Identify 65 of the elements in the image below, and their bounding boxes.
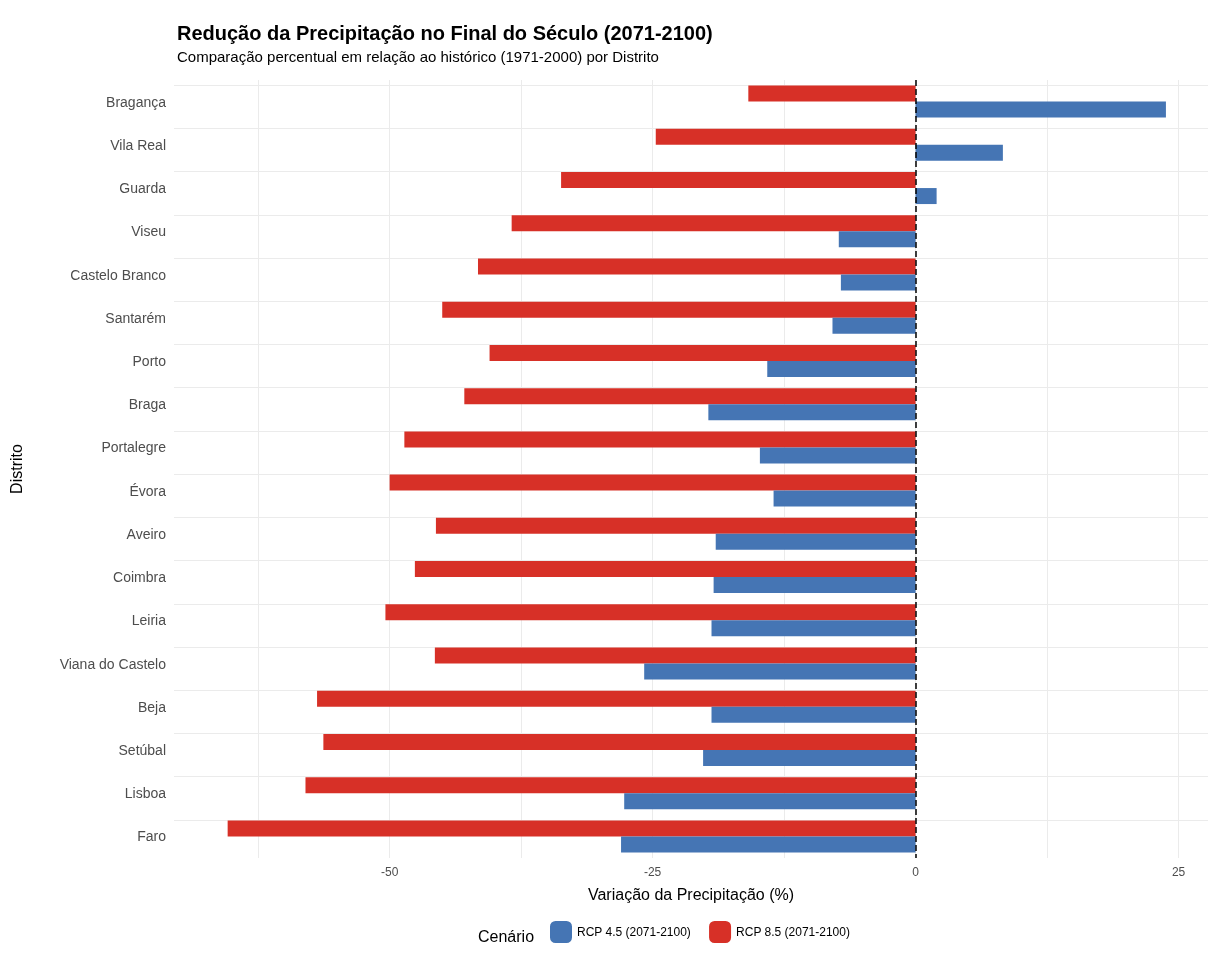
bar [511, 215, 916, 232]
y-tick-label: Coimbra [113, 569, 167, 586]
y-tick-label: Castelo Branco [70, 266, 167, 283]
bar [434, 647, 916, 664]
bar [711, 620, 916, 637]
legend-label: RCP 8.5 (2071-2100) [736, 925, 850, 939]
bar [621, 836, 916, 853]
bar [464, 388, 916, 405]
bar [655, 128, 916, 145]
bar [708, 404, 916, 421]
bar [305, 777, 916, 794]
bar [773, 490, 916, 507]
bar [703, 749, 916, 766]
bar [389, 474, 916, 491]
bar [489, 344, 916, 361]
bar [644, 663, 916, 680]
y-tick-label: Santarém [105, 309, 166, 326]
bar [759, 447, 916, 464]
bar [767, 360, 916, 377]
y-tick-label: Guarda [119, 180, 167, 197]
bar [748, 85, 916, 102]
bar [838, 231, 916, 248]
bar [713, 577, 916, 594]
bar [832, 317, 916, 334]
y-tick-label: Braga [128, 396, 167, 413]
bar [227, 820, 916, 837]
bar [840, 274, 916, 291]
bar [915, 188, 937, 205]
y-axis-title: Distrito [7, 444, 25, 494]
y-tick-label: Leiria [131, 612, 167, 629]
legend-title: Cenário [478, 927, 535, 945]
y-tick-label: Bragança [106, 93, 167, 110]
y-tick-label: Lisboa [124, 785, 167, 802]
x-tick-label: -50 [380, 865, 399, 879]
y-tick-label: Vila Real [110, 136, 166, 153]
chart-title: Redução da Precipitação no Final do Século (2071-2100) [177, 22, 713, 44]
y-tick-label: Viana do Castelo [59, 655, 167, 672]
y-tick-label: Aveiro [126, 525, 167, 542]
y-tick-label: Viseu [131, 223, 166, 240]
y-tick-label: Portalegre [101, 439, 167, 456]
bar [442, 301, 916, 318]
x-axis-title: Variação da Precipitação (%) [587, 885, 795, 903]
bar [624, 793, 916, 810]
bar [317, 690, 916, 707]
y-tick-label: Évora [129, 482, 167, 499]
bar [561, 172, 916, 189]
x-tick-label: 25 [1171, 865, 1186, 879]
bar [915, 144, 1003, 161]
bar [715, 533, 916, 550]
bar [385, 604, 916, 621]
bar [414, 561, 916, 578]
bar [404, 431, 916, 448]
y-tick-label: Porto [132, 352, 167, 369]
y-tick-label: Setúbal [118, 741, 166, 758]
bar [477, 258, 916, 275]
bar [323, 733, 916, 750]
x-tick-label: -25 [643, 865, 662, 879]
bar [711, 706, 916, 723]
legend-label: RCP 4.5 (2071-2100) [577, 925, 691, 939]
bar [435, 517, 916, 534]
y-tick-label: Beja [137, 698, 167, 715]
bar [915, 101, 1166, 118]
y-tick-label: Faro [137, 828, 167, 845]
chart-subtitle: Comparação percentual em relação ao histórico (1971-2000) por Distrito [177, 48, 659, 65]
x-tick-label: 0 [912, 865, 920, 879]
